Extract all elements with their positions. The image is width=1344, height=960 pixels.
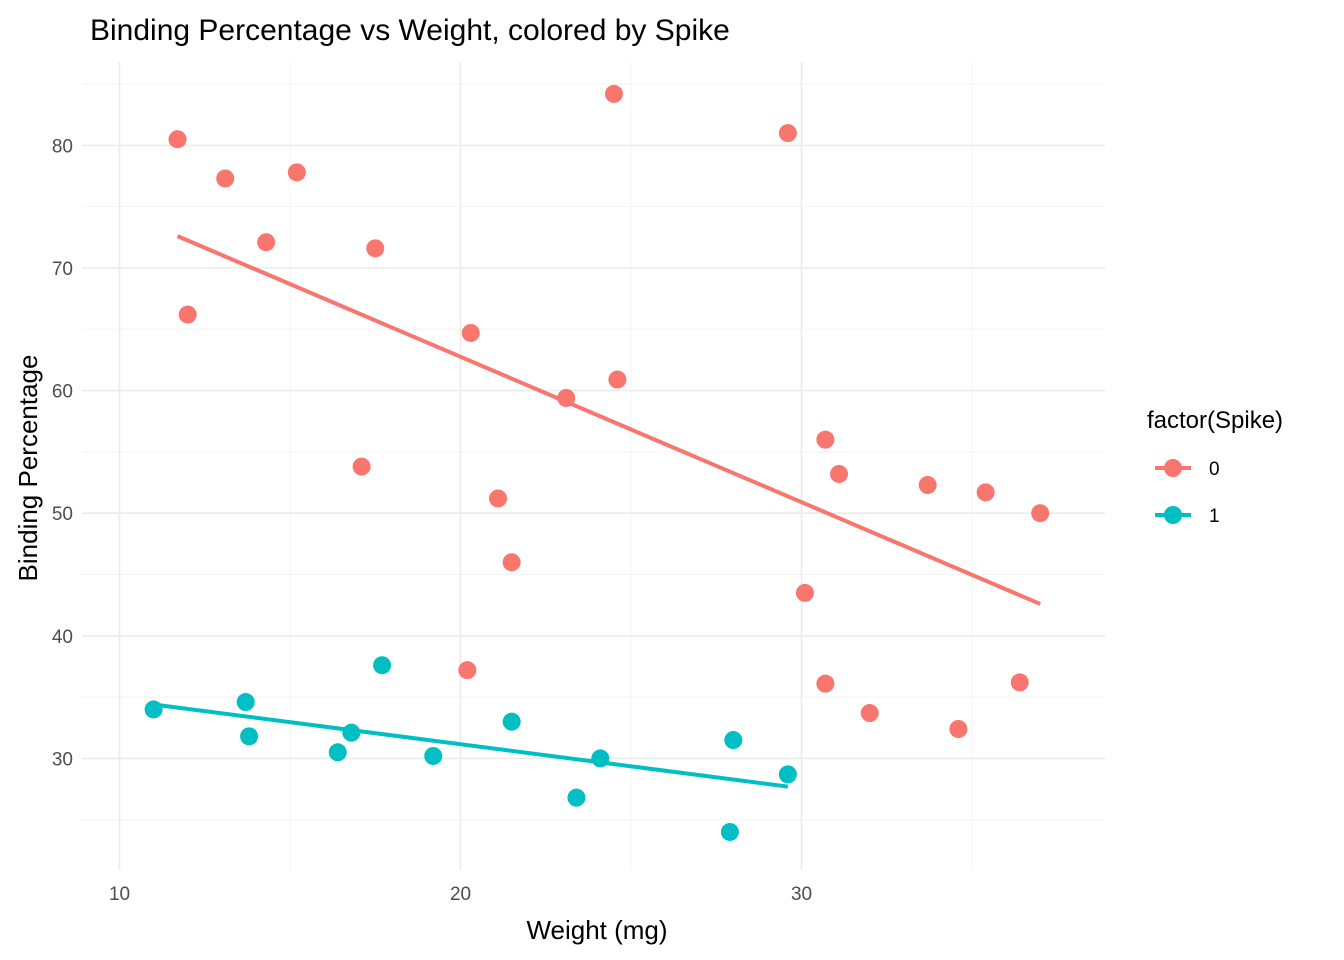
data-point-series-1 — [373, 656, 392, 675]
y-tick-label: 70 — [52, 259, 73, 280]
y-tick-label: 80 — [52, 136, 73, 157]
data-point-series-0 — [816, 430, 835, 449]
trend-line-series-0 — [176, 234, 1041, 606]
major-gridlines — [82, 62, 1105, 870]
data-point-series-0 — [489, 489, 508, 508]
data-point-series-0 — [257, 233, 276, 252]
data-point-series-0 — [502, 553, 521, 572]
data-point-series-0 — [366, 239, 385, 258]
data-point-series-1 — [236, 693, 255, 712]
legend-label-0: 0 — [1209, 459, 1220, 480]
data-point-series-0 — [860, 704, 879, 723]
y-tick-labels: 30 40 50 60 70 80 — [52, 136, 73, 770]
data-point-series-0 — [1010, 673, 1029, 692]
legend: factor(Spike) 0 1 — [1147, 407, 1283, 527]
data-point-series-1 — [591, 749, 610, 768]
data-point-series-1 — [778, 765, 797, 784]
data-point-series-0 — [795, 583, 814, 602]
data-point-series-0 — [178, 305, 197, 324]
legend-label-1: 1 — [1209, 506, 1220, 527]
y-tick-label: 60 — [52, 382, 73, 403]
data-point-series-0 — [976, 483, 995, 502]
data-point-series-0 — [778, 124, 797, 143]
data-point-series-1 — [328, 743, 347, 762]
x-tick-labels: 10 20 30 — [109, 884, 812, 905]
y-tick-label: 40 — [52, 627, 73, 648]
data-point-series-0 — [168, 130, 187, 149]
data-point-series-1 — [144, 700, 163, 719]
data-point-series-1 — [724, 731, 743, 750]
data-point-series-0 — [461, 323, 480, 342]
x-tick-label: 20 — [450, 884, 471, 905]
y-axis-title: Binding Percentage — [13, 355, 43, 582]
data-point-series-1 — [342, 723, 361, 742]
data-point-series-0 — [557, 388, 576, 407]
data-point-series-1 — [502, 712, 521, 731]
y-tick-label: 50 — [52, 504, 73, 525]
trend-line-series-1 — [153, 702, 789, 789]
data-points — [144, 84, 1050, 841]
x-axis-title: Weight (mg) — [526, 915, 667, 945]
data-point-series-0 — [352, 457, 371, 476]
chart-title: Binding Percentage vs Weight, colored by… — [90, 14, 730, 47]
trend-lines — [153, 234, 1041, 789]
data-point-series-0 — [604, 84, 623, 103]
x-tick-label: 30 — [791, 884, 812, 905]
legend-key-point-1 — [1164, 506, 1182, 524]
legend-title: factor(Spike) — [1147, 407, 1283, 434]
data-point-series-0 — [216, 169, 235, 188]
data-point-series-0 — [949, 719, 968, 738]
data-point-series-0 — [608, 370, 627, 389]
data-point-series-0 — [816, 674, 835, 693]
data-point-series-1 — [567, 788, 586, 807]
data-point-series-1 — [240, 727, 259, 746]
data-point-series-1 — [424, 746, 443, 765]
x-tick-label: 10 — [109, 884, 130, 905]
data-point-series-0 — [287, 163, 306, 182]
data-point-series-0 — [918, 476, 937, 495]
data-point-series-0 — [830, 464, 849, 483]
data-point-series-0 — [1031, 504, 1050, 523]
y-tick-label: 30 — [52, 749, 73, 770]
minor-gridlines — [82, 62, 1105, 870]
data-point-series-0 — [458, 661, 477, 680]
legend-key-point-0 — [1164, 459, 1182, 477]
data-point-series-1 — [720, 822, 739, 841]
